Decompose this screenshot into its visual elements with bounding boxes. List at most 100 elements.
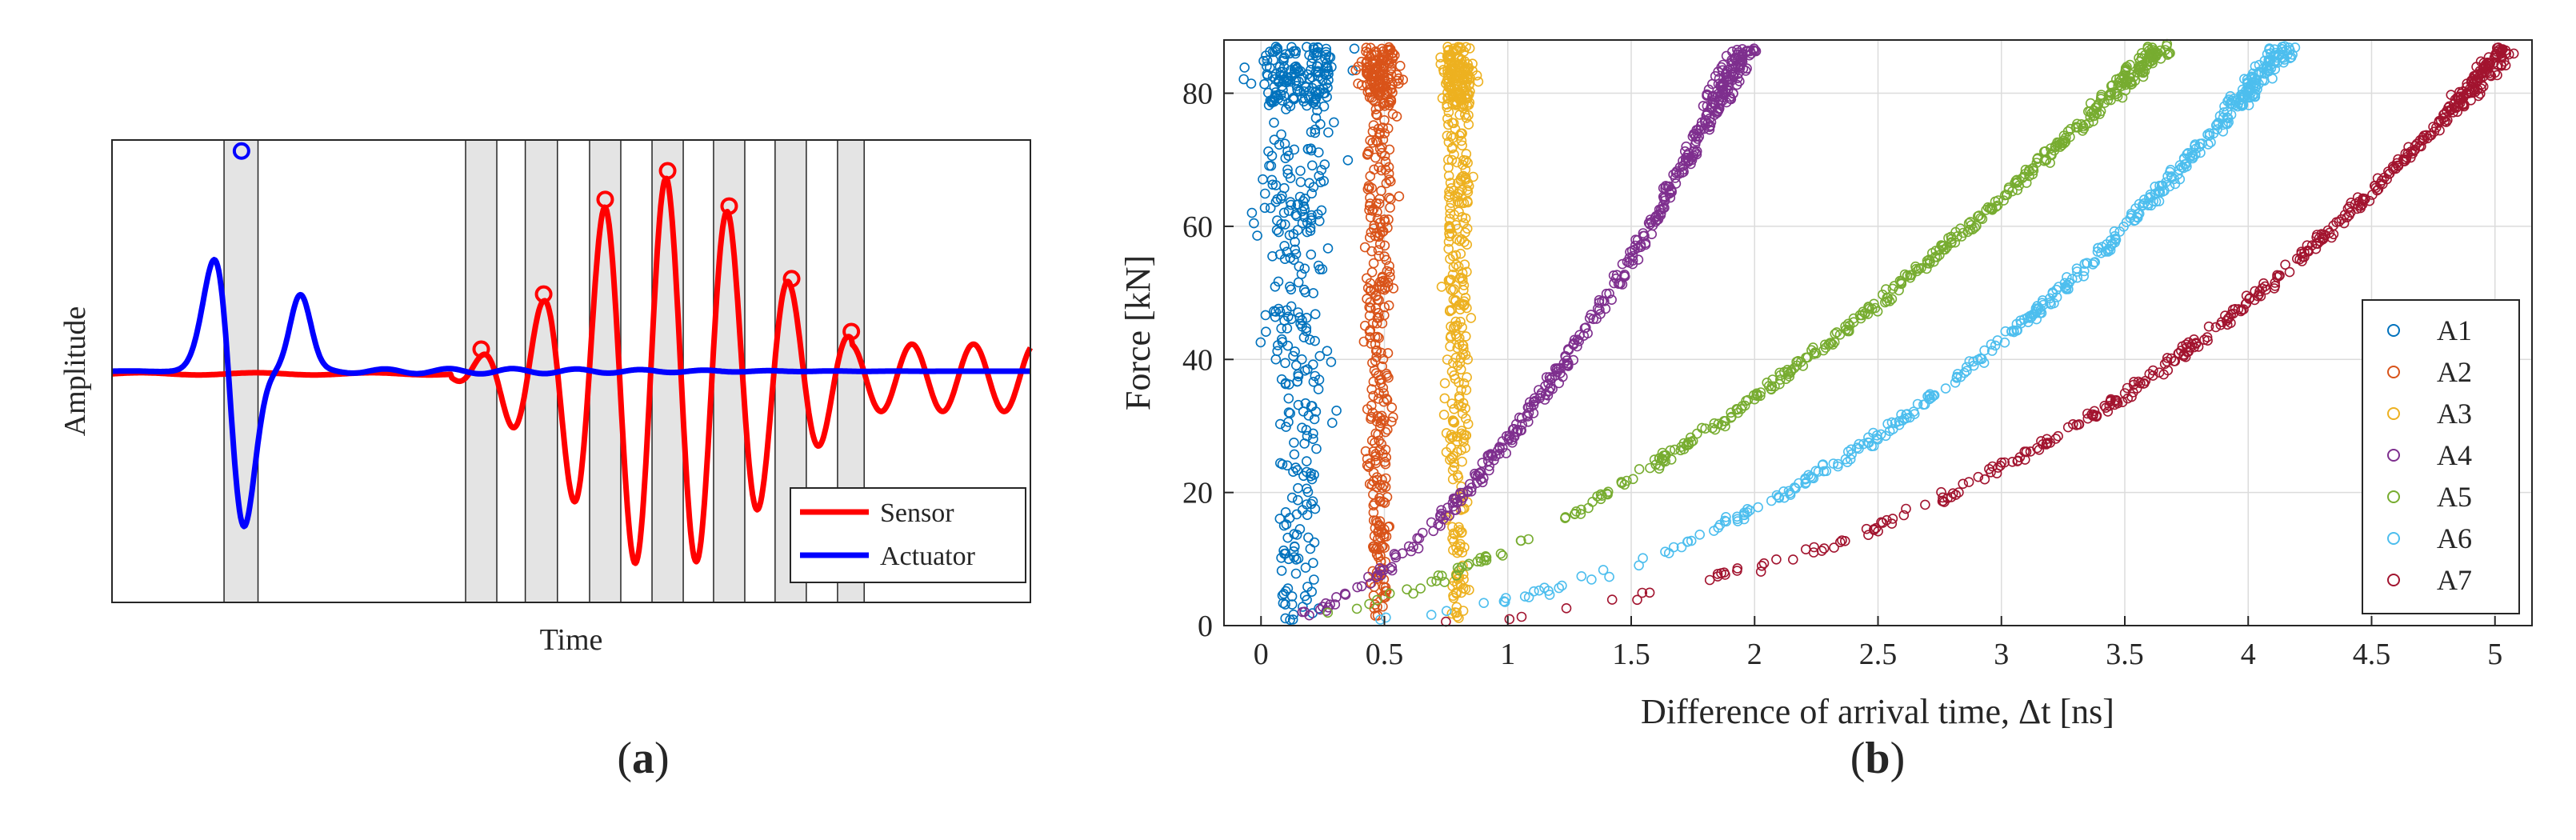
data-point-A6 — [1586, 574, 1597, 585]
panel-a-axes-box — [111, 139, 1031, 603]
data-point-A4 — [1515, 425, 1526, 436]
data-point-A4 — [1397, 548, 1408, 559]
data-point-A5 — [2002, 190, 2012, 200]
data-point-A5 — [1650, 459, 1661, 470]
data-point-A2 — [1376, 186, 1386, 196]
data-point-A2 — [1360, 446, 1371, 457]
data-point-A6 — [2249, 91, 2260, 102]
data-point-A5 — [1666, 454, 1677, 465]
data-point-A1 — [1306, 143, 1316, 154]
data-point-A2 — [1370, 46, 1381, 57]
data-point-A1 — [1273, 75, 1284, 86]
data-point-A2 — [1375, 56, 1386, 66]
data-point-A1 — [1292, 225, 1303, 235]
data-point-A5 — [1801, 352, 1811, 363]
data-point-A1 — [1308, 434, 1318, 445]
data-point-A2 — [1366, 266, 1378, 278]
data-point-A1 — [1273, 340, 1283, 350]
data-point-A3 — [1462, 66, 1473, 76]
data-point-A3 — [1471, 70, 1482, 81]
panel-b-x-ticks: 0 0.5 1 1.5 2 2.5 3 3.5 4 4.5 5 — [1254, 616, 2502, 671]
data-point-A4 — [1702, 101, 1713, 111]
data-point-A5 — [1431, 575, 1442, 586]
data-point-A2 — [1382, 72, 1393, 83]
data-point-A1 — [1301, 425, 1312, 435]
data-point-A5 — [2031, 158, 2042, 168]
data-point-A3 — [1443, 243, 1454, 254]
data-point-A6 — [2032, 304, 2042, 314]
panel-a-caption-letter: a — [632, 734, 654, 783]
data-point-A4 — [1727, 74, 1738, 86]
data-point-A7 — [2258, 278, 2269, 289]
data-point-A7 — [2203, 321, 2214, 332]
data-point-A5 — [1862, 309, 1874, 319]
data-point-A3 — [1461, 149, 1472, 159]
data-point-A1 — [1267, 179, 1278, 190]
data-point-A6 — [2238, 100, 2249, 110]
data-point-A6 — [1968, 360, 1979, 371]
data-point-A4 — [1664, 187, 1674, 198]
data-point-A5 — [1560, 513, 1570, 524]
data-point-A2 — [1376, 410, 1387, 422]
data-point-A3 — [1462, 372, 1472, 382]
data-point-A5 — [1820, 339, 1830, 350]
data-point-A7 — [1818, 543, 1830, 554]
data-point-A6 — [2060, 282, 2070, 292]
data-point-A3 — [1439, 393, 1450, 404]
data-point-A2 — [1374, 127, 1386, 138]
data-point-A4 — [1678, 161, 1688, 171]
data-point-A2 — [1374, 238, 1386, 250]
data-point-A7 — [2496, 59, 2506, 70]
data-point-A1 — [1316, 165, 1327, 175]
data-point-A6 — [2223, 94, 2234, 105]
data-point-A5 — [1962, 226, 1973, 238]
data-point-A4 — [1466, 486, 1477, 497]
data-point-A6 — [1975, 353, 1986, 364]
panel-a-markers — [232, 142, 861, 358]
data-point-A2 — [1379, 542, 1390, 553]
data-point-A5 — [1415, 583, 1426, 594]
data-point-A6 — [1529, 586, 1539, 597]
data-point-A7 — [2111, 394, 2122, 406]
data-point-A1 — [1307, 160, 1318, 171]
data-point-A2 — [1374, 143, 1386, 154]
data-point-A1 — [1303, 410, 1314, 421]
series-A6 — [1375, 41, 2301, 625]
data-point-A3 — [1444, 54, 1454, 65]
x-tick-label: 2.5 — [1859, 638, 1898, 671]
data-point-A7 — [2322, 225, 2334, 236]
data-point-A7 — [1829, 542, 1839, 553]
data-point-A4 — [1487, 450, 1498, 462]
data-point-A1 — [1281, 422, 1291, 432]
data-point-A6 — [1986, 339, 1997, 350]
sensor-peak-marker-1 — [472, 340, 490, 358]
data-point-A2 — [1367, 318, 1378, 329]
data-point-A7 — [1504, 614, 1515, 625]
y-tick-label: 20 — [1182, 477, 1213, 510]
data-point-A1 — [1308, 42, 1319, 53]
data-point-A1 — [1238, 74, 1249, 85]
data-point-A3 — [1461, 113, 1472, 123]
data-point-A3 — [1462, 418, 1474, 430]
data-point-A3 — [1446, 70, 1458, 82]
data-point-A3 — [1437, 93, 1448, 104]
data-point-A3 — [1443, 106, 1454, 118]
data-point-A1 — [1301, 326, 1312, 337]
data-point-A1 — [1280, 613, 1290, 624]
data-point-A1 — [1284, 230, 1295, 241]
data-point-A1 — [1294, 312, 1305, 323]
data-point-A1 — [1308, 288, 1318, 298]
data-point-A6 — [1713, 522, 1724, 533]
data-point-A7 — [2250, 286, 2260, 297]
data-point-A6 — [1790, 483, 1801, 494]
data-point-A2 — [1368, 120, 1379, 130]
data-point-A1 — [1306, 188, 1317, 199]
data-point-A2 — [1364, 302, 1374, 313]
data-point-A4 — [1526, 402, 1536, 412]
data-point-A7 — [2147, 370, 2158, 381]
data-point-A4 — [1715, 95, 1726, 106]
data-point-A5 — [1894, 275, 1906, 286]
data-point-A6 — [1868, 427, 1878, 438]
data-point-A4 — [1604, 288, 1614, 299]
data-point-A5 — [1710, 424, 1721, 435]
